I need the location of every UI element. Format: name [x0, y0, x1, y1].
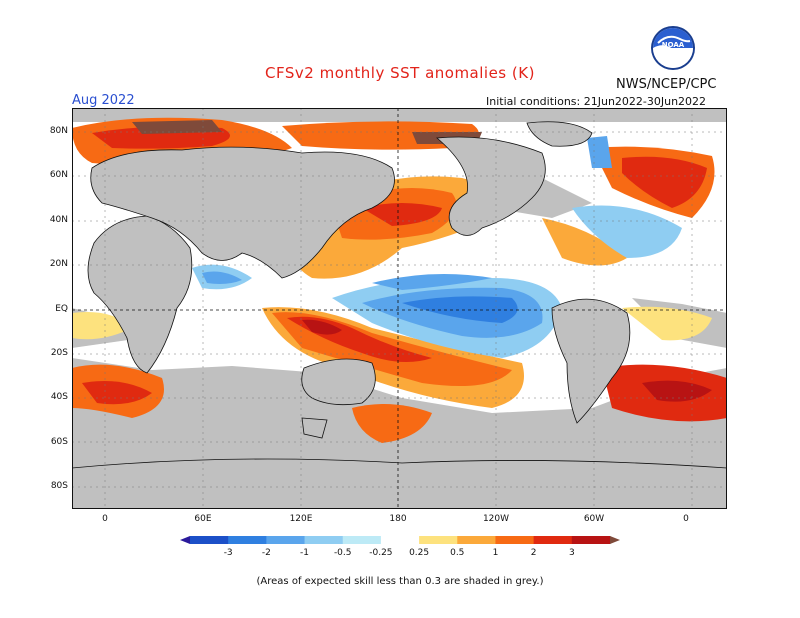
lon-label-180: 180 [389, 514, 407, 524]
graticule [72, 108, 727, 509]
lat-label-eq: EQ [55, 304, 68, 314]
sst-anomaly-map [72, 108, 727, 509]
lat-label-40n: 40N [49, 215, 68, 225]
legend-tick-label: 0.5 [450, 548, 464, 558]
continents [72, 121, 727, 509]
lat-label-40s: 40S [50, 392, 68, 402]
legend-swatch-min [180, 536, 190, 544]
lat-label-60n: 60N [49, 170, 68, 180]
legend-tick-label: -2 [262, 548, 271, 558]
lat-label-60s: 60S [50, 437, 68, 447]
color-legend: -3 -2 -1 -0.5 -0.25 0.25 0.5 1 2 3 [180, 536, 620, 558]
legend-tick-label: 0.25 [409, 548, 429, 558]
legend-tick-label: -3 [224, 548, 233, 558]
lon-label-0-east: 0 [683, 514, 689, 524]
legend-swatch [419, 536, 458, 544]
legend-swatch [457, 536, 496, 544]
legend-swatch [342, 536, 382, 544]
negative-anomalies [192, 136, 682, 358]
legend-tick-label: 1 [493, 548, 499, 558]
skill-note: (Areas of expected skill less than 0.3 a… [256, 576, 544, 587]
valid-month: Aug 2022 [72, 93, 135, 108]
lon-label-0: 0 [102, 514, 108, 524]
lon-label-120w: 120W [482, 514, 510, 524]
lon-label-60e: 60E [194, 514, 212, 524]
lat-label-80s: 80S [50, 481, 68, 491]
legend-swatch [190, 536, 229, 544]
lon-label-120e: 120E [289, 514, 313, 524]
legend-tick-label: -0.25 [369, 548, 392, 558]
legend-tick-label: -1 [300, 548, 309, 558]
map-frame [72, 108, 727, 509]
legend-swatch [266, 536, 306, 544]
legend-swatch [228, 536, 267, 544]
equator-dateline [72, 108, 727, 509]
logo-text: NOAA [662, 41, 685, 49]
initial-conditions: Initial conditions: 21Jun2022-30Jun2022 [486, 95, 707, 108]
lat-label-80n: 80N [49, 126, 68, 136]
lat-label-20s: 20S [50, 348, 68, 358]
noaa-logo: NOAA [651, 26, 695, 70]
agency-label: NWS/NCEP/CPC [616, 77, 717, 92]
legend-swatch [533, 536, 573, 544]
legend-tick-label: 2 [531, 548, 537, 558]
legend-swatch [571, 536, 611, 544]
legend-swatch [495, 536, 535, 544]
legend-swatch-max [610, 536, 620, 544]
lon-label-60w: 60W [583, 514, 605, 524]
chart-title: CFSv2 monthly SST anomalies (K) [265, 64, 535, 82]
legend-tick-label: -0.5 [334, 548, 352, 558]
legend-tick-label: 3 [569, 548, 575, 558]
lat-label-20n: 20N [49, 259, 68, 269]
legend-swatch [304, 536, 344, 544]
legend-swatch [380, 536, 420, 544]
